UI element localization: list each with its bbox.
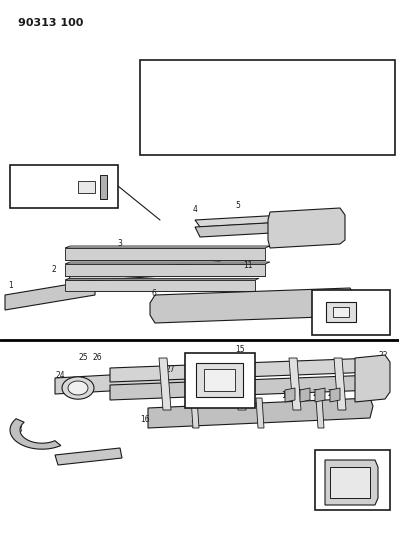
Polygon shape xyxy=(315,388,325,402)
Text: 27: 27 xyxy=(165,366,175,375)
Text: 22: 22 xyxy=(378,351,388,359)
Polygon shape xyxy=(256,398,264,428)
Text: 5: 5 xyxy=(378,95,382,101)
Text: 14: 14 xyxy=(240,357,250,366)
Text: 10: 10 xyxy=(380,369,390,378)
Polygon shape xyxy=(10,419,61,449)
Text: 18: 18 xyxy=(281,391,291,400)
Text: 7: 7 xyxy=(108,171,113,180)
Text: 2: 2 xyxy=(52,265,57,274)
Polygon shape xyxy=(68,262,223,282)
Polygon shape xyxy=(148,398,373,428)
Polygon shape xyxy=(330,388,340,402)
Text: 15: 15 xyxy=(235,345,245,354)
Bar xyxy=(312,290,390,335)
Text: 4: 4 xyxy=(264,94,268,100)
Polygon shape xyxy=(62,377,94,399)
Polygon shape xyxy=(234,358,246,410)
Bar xyxy=(185,353,255,408)
Text: 13: 13 xyxy=(325,211,335,220)
Text: 90313 100: 90313 100 xyxy=(18,18,83,28)
Polygon shape xyxy=(65,262,270,264)
Polygon shape xyxy=(326,302,356,322)
Text: 9: 9 xyxy=(377,295,382,304)
Polygon shape xyxy=(5,280,95,310)
Text: 21: 21 xyxy=(327,389,337,398)
Polygon shape xyxy=(355,355,390,402)
Polygon shape xyxy=(289,358,301,410)
Text: 1: 1 xyxy=(8,280,13,289)
Polygon shape xyxy=(110,375,378,400)
Text: 2: 2 xyxy=(332,106,336,110)
Text: 127 XWB: 127 XWB xyxy=(343,143,377,152)
Polygon shape xyxy=(191,398,199,428)
Polygon shape xyxy=(268,208,345,248)
Text: 4: 4 xyxy=(193,206,198,214)
Polygon shape xyxy=(195,213,325,227)
Polygon shape xyxy=(55,448,122,465)
Text: 1: 1 xyxy=(328,112,332,117)
Polygon shape xyxy=(285,388,295,402)
Polygon shape xyxy=(330,467,370,498)
Polygon shape xyxy=(195,220,325,237)
Text: 24: 24 xyxy=(55,370,65,379)
Polygon shape xyxy=(110,358,378,382)
Text: 1: 1 xyxy=(246,112,250,117)
Text: 26: 26 xyxy=(92,353,102,362)
Polygon shape xyxy=(316,398,324,428)
Text: 23: 23 xyxy=(375,453,385,462)
Text: 3: 3 xyxy=(338,100,342,104)
Polygon shape xyxy=(65,278,259,280)
Polygon shape xyxy=(333,307,349,317)
Text: 3: 3 xyxy=(118,238,122,247)
Text: 29: 29 xyxy=(73,456,83,464)
Bar xyxy=(315,450,390,510)
Text: 6: 6 xyxy=(168,91,172,95)
Text: 127 WB: 127 WB xyxy=(267,143,297,152)
Text: 6: 6 xyxy=(350,91,354,95)
Polygon shape xyxy=(100,175,107,199)
Text: 3: 3 xyxy=(258,100,262,104)
Text: 109 WB: 109 WB xyxy=(170,143,200,152)
Polygon shape xyxy=(159,358,171,410)
Polygon shape xyxy=(65,280,255,291)
Polygon shape xyxy=(68,381,88,395)
Polygon shape xyxy=(20,175,105,199)
Text: 12: 12 xyxy=(288,238,298,247)
Polygon shape xyxy=(196,363,243,397)
Polygon shape xyxy=(65,248,265,260)
Text: 17: 17 xyxy=(190,421,200,430)
Text: 1: 1 xyxy=(146,112,150,117)
Polygon shape xyxy=(150,288,355,323)
Polygon shape xyxy=(300,388,310,402)
Text: 2: 2 xyxy=(150,106,154,110)
Text: 8: 8 xyxy=(33,169,38,179)
Text: 2: 2 xyxy=(251,106,255,110)
Polygon shape xyxy=(78,181,95,193)
Polygon shape xyxy=(65,264,265,276)
Text: 5: 5 xyxy=(235,200,241,209)
Bar xyxy=(140,60,395,155)
Text: 4: 4 xyxy=(344,94,348,100)
Text: 20: 20 xyxy=(312,389,322,398)
Text: 8: 8 xyxy=(26,196,30,205)
Text: 4: 4 xyxy=(162,94,166,100)
Text: 3: 3 xyxy=(156,100,160,104)
Bar xyxy=(10,165,118,208)
Polygon shape xyxy=(334,358,346,410)
Text: 25: 25 xyxy=(78,353,88,362)
Polygon shape xyxy=(65,246,270,248)
Text: 6: 6 xyxy=(270,91,274,95)
Text: 16: 16 xyxy=(140,416,150,424)
Text: 6: 6 xyxy=(152,288,157,297)
Text: 28: 28 xyxy=(13,425,23,434)
Text: 11: 11 xyxy=(243,261,253,270)
Polygon shape xyxy=(55,370,205,394)
Polygon shape xyxy=(325,460,378,505)
Text: 19: 19 xyxy=(297,389,307,398)
Text: 7: 7 xyxy=(103,196,107,205)
Polygon shape xyxy=(204,369,235,391)
